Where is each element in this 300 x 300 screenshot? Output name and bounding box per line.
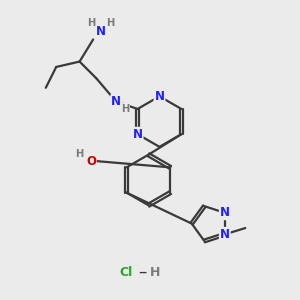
Text: H: H [75,149,83,159]
Text: N: N [220,228,230,241]
Text: Cl: Cl [120,266,133,279]
Text: N: N [95,25,105,38]
Text: N: N [220,206,230,219]
Text: H: H [149,266,160,279]
Text: O: O [86,154,96,168]
Text: N: N [154,90,164,103]
Text: N: N [111,95,121,108]
Text: H: H [121,103,129,114]
Text: H: H [87,18,95,28]
Text: N: N [133,128,142,141]
Text: –: – [138,263,146,281]
Text: H: H [106,18,114,28]
